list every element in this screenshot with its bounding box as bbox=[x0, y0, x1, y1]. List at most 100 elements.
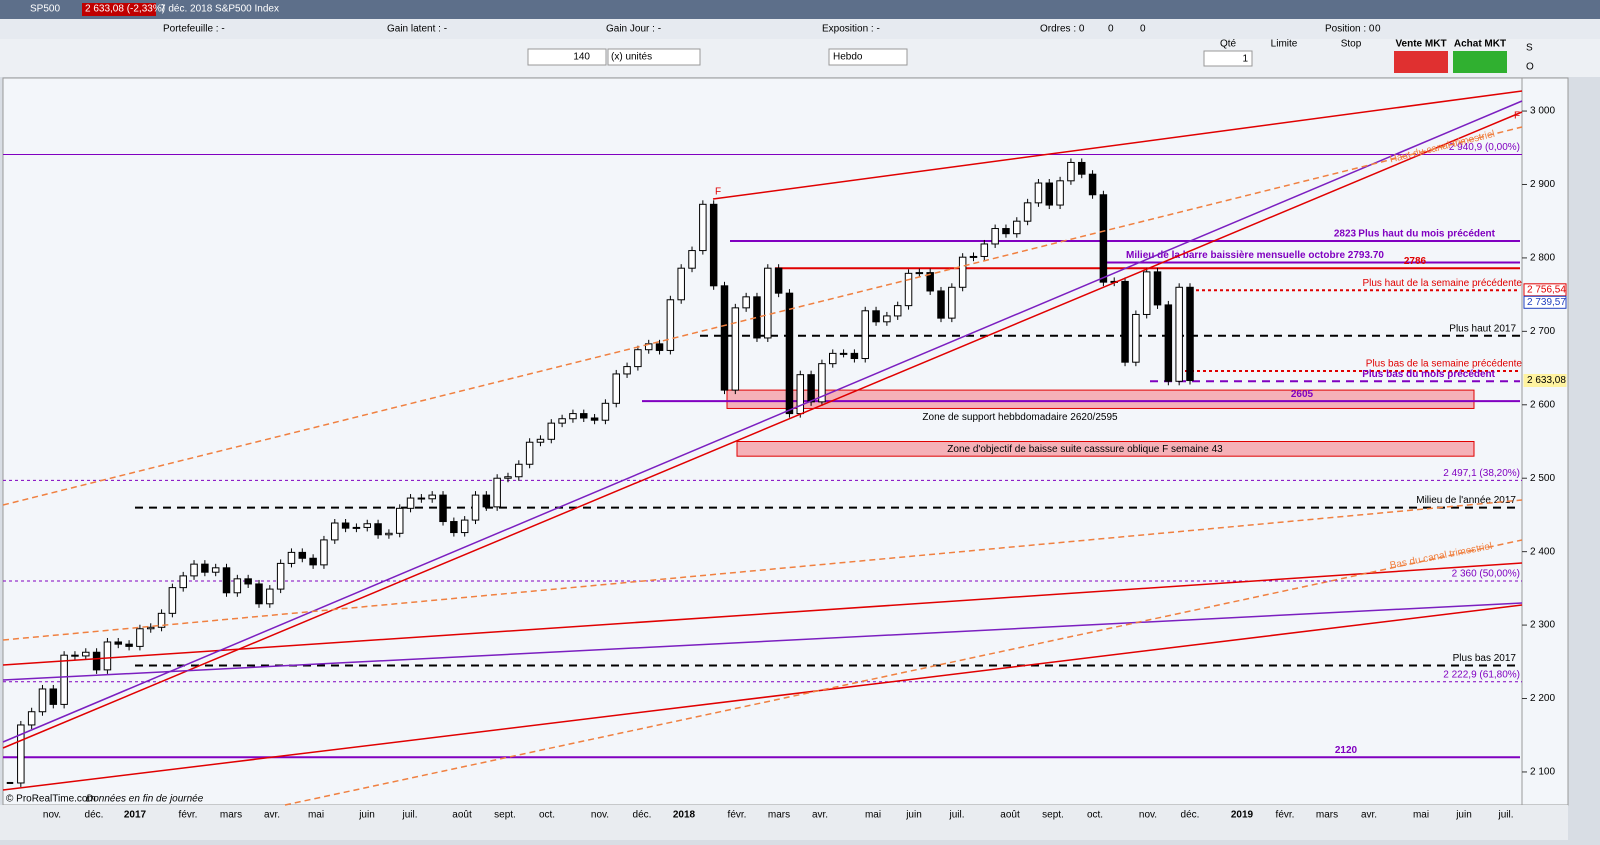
candle bbox=[612, 373, 620, 404]
candle bbox=[190, 563, 198, 577]
candle bbox=[904, 272, 913, 307]
candle bbox=[244, 578, 252, 585]
x-tick-label: avr. bbox=[1361, 810, 1377, 821]
candle bbox=[222, 567, 231, 594]
candle bbox=[103, 641, 112, 671]
y-tick-label: 2 500 bbox=[1530, 473, 1555, 484]
x-tick-label: nov. bbox=[591, 810, 609, 821]
candle bbox=[1088, 173, 1097, 196]
position: Position : 0 bbox=[1325, 24, 1375, 35]
candle bbox=[569, 413, 577, 420]
candle bbox=[114, 641, 123, 645]
unit-select[interactable] bbox=[607, 48, 701, 66]
toolbar bbox=[0, 39, 1600, 77]
candle bbox=[634, 349, 642, 368]
x-tick-label: août bbox=[452, 810, 472, 821]
trend-line bbox=[2, 111, 1523, 749]
candle bbox=[915, 272, 924, 275]
candle bbox=[309, 557, 317, 566]
candle bbox=[623, 366, 631, 375]
candle bbox=[82, 651, 90, 657]
y-tick-label: 2 800 bbox=[1530, 253, 1555, 264]
level-label: Plus haut de la semaine précédente bbox=[1362, 278, 1522, 289]
x-tick-label: juin bbox=[358, 810, 375, 821]
candle bbox=[1056, 180, 1064, 206]
period-select[interactable] bbox=[828, 48, 908, 66]
x-tick-label: juil. bbox=[401, 810, 417, 821]
y-tick-label: 3 000 bbox=[1530, 106, 1555, 117]
x-tick-label: déc. bbox=[1181, 810, 1200, 821]
candle bbox=[655, 343, 664, 351]
candle bbox=[720, 285, 729, 391]
x-tick-label: févr. bbox=[728, 810, 747, 821]
x-tick-label: août bbox=[1000, 810, 1020, 821]
trend-line bbox=[2, 562, 1523, 666]
candle bbox=[331, 522, 339, 541]
candle bbox=[536, 438, 545, 443]
candle bbox=[731, 307, 740, 391]
x-tick-label: mai bbox=[308, 810, 324, 821]
account-bar bbox=[0, 19, 1600, 39]
level-label: Plus bas du mois précédent bbox=[1362, 369, 1495, 380]
level-label: Milieu de la barre baissière mensuelle o… bbox=[1126, 250, 1384, 261]
x-tick-label: 2019 bbox=[1231, 810, 1254, 821]
candle bbox=[60, 654, 68, 705]
qty-value: 140 bbox=[573, 52, 590, 63]
order-qty[interactable] bbox=[1203, 50, 1253, 67]
x-tick-label: oct. bbox=[1087, 810, 1103, 821]
unit: (x) unités bbox=[611, 52, 652, 63]
candle bbox=[688, 250, 696, 269]
candle bbox=[1045, 182, 1054, 206]
x-tick-label: nov. bbox=[1139, 810, 1157, 821]
footer-note: Données en fin de journée bbox=[86, 794, 204, 805]
candle bbox=[829, 352, 837, 365]
orders: Ordres : 0 bbox=[1040, 24, 1085, 35]
level-label: Milieu de l'année 2017 bbox=[1416, 495, 1516, 506]
channel-line bbox=[2, 126, 1523, 506]
buy-label: Achat MKT bbox=[1454, 39, 1506, 50]
candle bbox=[1121, 280, 1129, 363]
candle bbox=[417, 497, 426, 500]
zone bbox=[736, 441, 1475, 457]
candle bbox=[601, 402, 610, 421]
level-label: Plus bas de la semaine précédente bbox=[1366, 359, 1523, 370]
price-axis bbox=[1521, 77, 1569, 806]
candle bbox=[1153, 271, 1162, 306]
x-tick-label: mars bbox=[220, 810, 242, 821]
x-tick-label: sept. bbox=[1042, 810, 1064, 821]
candle bbox=[179, 575, 187, 589]
candle bbox=[948, 286, 956, 319]
y-tick-label: 2 600 bbox=[1530, 399, 1555, 410]
candle bbox=[558, 418, 566, 424]
trend-line bbox=[2, 100, 1523, 743]
candle bbox=[580, 413, 588, 419]
x-tick-label: juin bbox=[1455, 810, 1472, 821]
y-tick-label: 2 900 bbox=[1530, 179, 1555, 190]
candle bbox=[525, 441, 534, 465]
candle bbox=[157, 612, 166, 628]
candle bbox=[937, 290, 945, 319]
candle bbox=[471, 494, 480, 521]
candle bbox=[1023, 202, 1032, 222]
buy-button[interactable] bbox=[1453, 51, 1507, 73]
candle bbox=[1175, 286, 1183, 382]
y-tick-label: 2 700 bbox=[1530, 326, 1555, 337]
zone-label: Zone de support hebbdomadaire 2620/2595 bbox=[922, 412, 1118, 423]
order-qty-value: 1 bbox=[1242, 54, 1248, 65]
candle bbox=[395, 507, 404, 534]
candle bbox=[515, 463, 523, 478]
candle bbox=[385, 532, 393, 536]
qty-input[interactable] bbox=[527, 48, 607, 66]
candle bbox=[439, 494, 447, 523]
trend-line bbox=[2, 602, 1523, 681]
candle bbox=[211, 567, 220, 573]
candle bbox=[168, 587, 177, 614]
x-tick-label: avr. bbox=[812, 810, 828, 821]
position-a: 0 bbox=[1375, 24, 1381, 35]
sell-button[interactable] bbox=[1394, 51, 1448, 73]
candle bbox=[764, 267, 772, 339]
x-tick-label: déc. bbox=[633, 810, 652, 821]
candle bbox=[926, 272, 934, 292]
x-tick-label: nov. bbox=[43, 810, 61, 821]
